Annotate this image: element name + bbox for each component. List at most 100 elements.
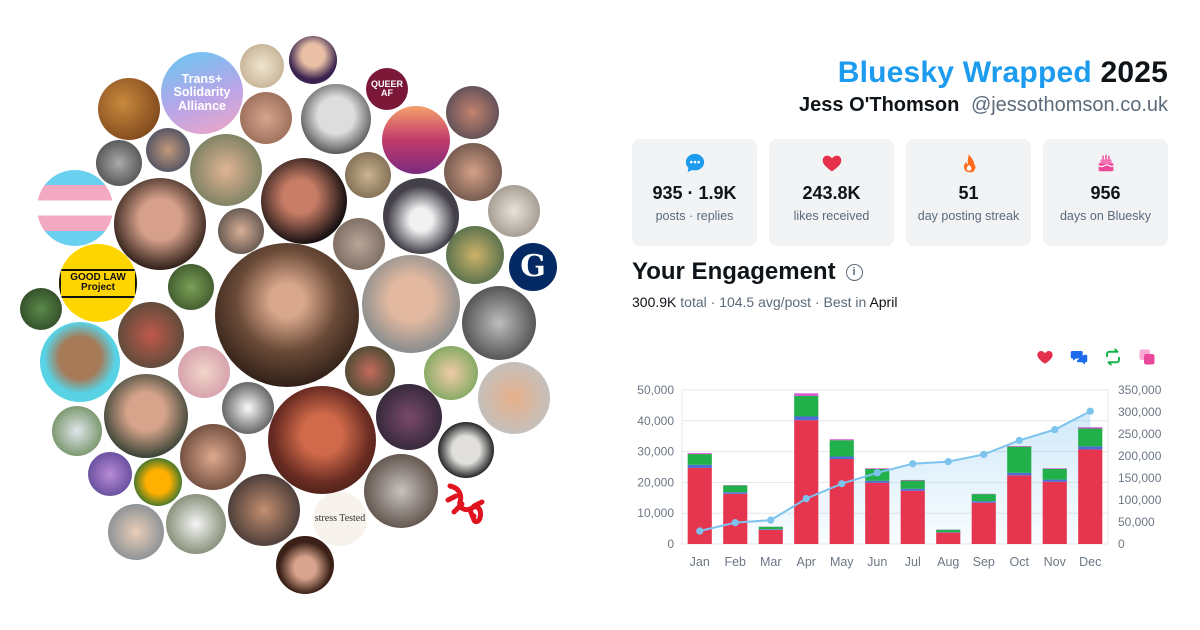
cumulative-point (838, 480, 846, 488)
stat-label: days on Bluesky (1059, 209, 1152, 223)
x-tick-label: Sep (973, 555, 995, 569)
stat-card-likes: 243.8K likes received (769, 139, 894, 246)
y-tick-left: 20,000 (637, 475, 674, 489)
quotes-icon[interactable] (1138, 348, 1158, 366)
x-tick-label: Mar (760, 555, 782, 569)
replies-bubble-icon[interactable] (1070, 348, 1090, 366)
bar-segment (900, 480, 925, 489)
bar-segment (829, 439, 854, 441)
total-value: 300.9K (632, 294, 677, 310)
bar-segment (687, 464, 712, 468)
bar-segment (794, 420, 819, 544)
avatar (168, 264, 214, 310)
stat-card-streak: 51 day posting streak (906, 139, 1031, 246)
cumulative-line (699, 410, 1091, 532)
avg-per-post: 104.5 avg/post (719, 294, 812, 310)
avatar (104, 374, 188, 458)
bar-segment (723, 492, 748, 494)
engagement-chart: 0 10,000 20,000 30,000 40,000 50,000 0 50,000 10… (637, 383, 1162, 569)
y-tick-right: 0 (1118, 537, 1125, 551)
avatar (37, 170, 113, 246)
bar-segment (900, 488, 925, 491)
bar-segment (1007, 446, 1032, 447)
avatar (228, 474, 300, 546)
y-tick-right: 350,000 (1118, 383, 1162, 397)
x-tick-label: Jun (867, 555, 887, 569)
y-tick-left: 10,000 (637, 506, 674, 520)
bar-segment (758, 529, 783, 544)
avatar (166, 494, 226, 554)
y-tick-left: 40,000 (637, 414, 674, 428)
stat-card-days: 956 days on Bluesky (1043, 139, 1168, 246)
bar-segment (1078, 427, 1103, 429)
engagement-title: Your Engagement (632, 258, 836, 285)
bar-segment (687, 454, 712, 465)
avatar (178, 346, 230, 398)
avatar (345, 152, 391, 198)
bar-segment (1042, 468, 1067, 469)
avatar (345, 346, 395, 396)
cumulative-area (699, 411, 1091, 544)
avatar (364, 454, 438, 528)
brand-title: Bluesky Wrapped (837, 56, 1092, 89)
avatar (333, 218, 385, 270)
bar-segment (865, 468, 890, 469)
bar-segment (900, 490, 925, 544)
bar-segment (829, 456, 854, 459)
avatar (98, 78, 160, 140)
avatar (146, 128, 190, 172)
stat-value: 243.8K (802, 183, 861, 203)
avatar (108, 504, 164, 560)
bar-segment (829, 458, 854, 544)
avatar-trans-solidarity: Trans+ Solidarity Alliance (161, 52, 243, 134)
avatar (438, 422, 494, 478)
avatar (20, 288, 62, 330)
avatar (382, 106, 450, 174)
avatar (462, 286, 536, 360)
y-tick-right: 50,000 (1118, 515, 1155, 529)
bar-segment (687, 453, 712, 455)
x-tick-label: May (830, 555, 854, 569)
bar-segment (794, 393, 819, 396)
avatar-cloud: Trans+ Solidarity Alliance QUEER AF G GO… (20, 36, 560, 594)
info-icon[interactable]: i (845, 263, 863, 281)
chart-legend (1036, 348, 1158, 366)
bar-segment (723, 493, 748, 544)
avatar (446, 226, 504, 284)
avatar (134, 458, 182, 506)
avatar (424, 346, 478, 400)
heart-icon (821, 155, 843, 178)
x-tick-label: Dec (1079, 555, 1101, 569)
stat-label: likes received (793, 209, 870, 223)
cumulative-point (944, 458, 952, 466)
avatar-queer: QUEER AF (366, 68, 408, 110)
avatar (301, 84, 371, 154)
stat-value: 51 (958, 183, 979, 203)
avatar (488, 185, 540, 237)
bar-segment (936, 532, 961, 544)
bar-segment (1078, 428, 1103, 447)
avatar (52, 406, 102, 456)
avatar (96, 140, 142, 186)
reposts-icon[interactable] (1104, 348, 1124, 366)
cumulative-point (1015, 436, 1023, 445)
cumulative-point (696, 527, 704, 535)
cumulative-point (980, 450, 988, 459)
avatar (383, 178, 459, 254)
bar-segment (829, 440, 854, 457)
avatar-good-law: GOOD LAW Project (59, 244, 137, 322)
bar-segment (865, 480, 890, 483)
y-tick-right: 300,000 (1118, 405, 1162, 419)
cumulative-point (767, 516, 775, 524)
x-tick-label: Aug (937, 555, 959, 569)
avatar (240, 92, 292, 144)
avatar (446, 86, 499, 139)
y-tick-left: 50,000 (637, 383, 674, 397)
stat-value: 956 (1090, 183, 1121, 203)
x-tick-label: Oct (1010, 555, 1030, 569)
likes-heart-icon[interactable] (1036, 348, 1056, 366)
wrapped-panel: Bluesky Wrapped 2025 Jess O'Thomson @jes… (632, 56, 1168, 569)
x-tick-label: Feb (724, 555, 746, 569)
cumulative-point (731, 519, 739, 527)
bar-segment (1042, 468, 1067, 480)
